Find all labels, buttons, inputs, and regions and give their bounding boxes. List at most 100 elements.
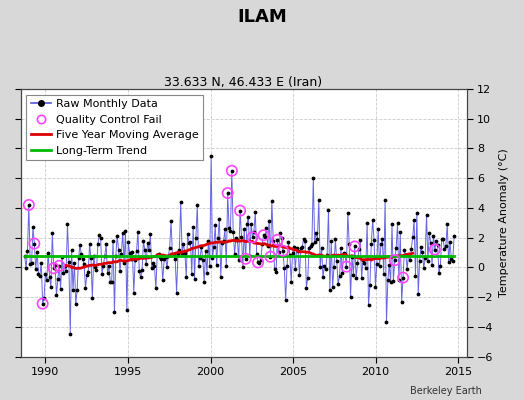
- Point: [30, 240, 39, 247]
- Point: [312, 230, 320, 236]
- Point: [188, 270, 196, 277]
- Point: [124, 238, 133, 245]
- Point: [322, 265, 330, 272]
- Point: [127, 256, 135, 263]
- Point: [171, 256, 179, 262]
- Point: [114, 246, 123, 253]
- Point: [223, 190, 232, 196]
- Point: [344, 210, 352, 216]
- Point: [370, 236, 378, 243]
- Point: [379, 270, 388, 277]
- Point: [227, 168, 236, 174]
- Point: [57, 286, 65, 292]
- Point: [58, 254, 66, 260]
- Point: [385, 262, 394, 268]
- Text: ILAM: ILAM: [237, 8, 287, 26]
- Point: [428, 261, 436, 268]
- Point: [40, 295, 48, 302]
- Point: [99, 263, 107, 269]
- Point: [316, 264, 324, 271]
- Point: [305, 244, 313, 251]
- Point: [446, 239, 454, 245]
- Point: [98, 271, 106, 277]
- Point: [181, 249, 189, 256]
- Point: [331, 236, 340, 242]
- Point: [276, 230, 285, 236]
- Point: [37, 259, 46, 266]
- Text: Berkeley Earth: Berkeley Earth: [410, 386, 482, 396]
- Point: [211, 222, 220, 228]
- Point: [200, 279, 209, 285]
- Point: [265, 218, 274, 224]
- Point: [356, 237, 364, 243]
- Point: [38, 300, 47, 307]
- Point: [47, 284, 55, 290]
- Point: [136, 274, 145, 280]
- Point: [240, 226, 248, 232]
- Point: [189, 224, 198, 230]
- Point: [342, 264, 351, 270]
- Point: [20, 253, 29, 260]
- Point: [399, 274, 407, 281]
- Point: [123, 307, 131, 314]
- Point: [192, 234, 200, 241]
- Point: [170, 250, 178, 257]
- Point: [102, 241, 111, 248]
- Point: [374, 226, 383, 232]
- Point: [403, 266, 411, 272]
- Point: [432, 238, 440, 244]
- Point: [204, 238, 213, 245]
- Point: [107, 278, 116, 285]
- Point: [394, 220, 402, 226]
- Point: [159, 277, 167, 283]
- Point: [190, 275, 199, 282]
- Point: [29, 224, 37, 230]
- Point: [431, 246, 439, 253]
- Point: [177, 199, 185, 205]
- Point: [160, 256, 168, 262]
- Point: [76, 242, 84, 248]
- Point: [134, 228, 142, 235]
- Point: [407, 245, 416, 252]
- Point: [196, 255, 204, 261]
- Point: [25, 202, 33, 208]
- Point: [319, 274, 327, 280]
- Point: [131, 257, 139, 263]
- Point: [351, 243, 359, 250]
- Point: [335, 273, 344, 280]
- Point: [201, 248, 210, 254]
- Point: [283, 262, 291, 269]
- Point: [27, 260, 36, 266]
- Point: [324, 207, 333, 214]
- Point: [367, 241, 376, 247]
- Point: [139, 238, 148, 244]
- Point: [255, 260, 264, 266]
- Point: [287, 279, 296, 285]
- Point: [275, 249, 283, 255]
- Point: [199, 257, 207, 263]
- Point: [140, 247, 149, 253]
- Point: [395, 277, 403, 284]
- Point: [351, 243, 359, 250]
- Point: [157, 256, 166, 262]
- Point: [363, 220, 372, 226]
- Point: [438, 235, 446, 242]
- Point: [405, 250, 413, 257]
- Point: [84, 269, 92, 276]
- Point: [313, 235, 322, 242]
- Point: [248, 234, 257, 240]
- Point: [203, 270, 211, 276]
- Point: [46, 273, 54, 280]
- Point: [296, 272, 304, 278]
- Point: [22, 265, 30, 271]
- Point: [327, 238, 335, 244]
- Legend: Raw Monthly Data, Quality Control Fail, Five Year Moving Average, Long-Term Tren: Raw Monthly Data, Quality Control Fail, …: [26, 94, 203, 160]
- Point: [377, 241, 385, 247]
- Point: [66, 331, 74, 338]
- Point: [209, 255, 217, 261]
- Point: [291, 266, 300, 273]
- Point: [52, 292, 61, 299]
- Point: [450, 232, 458, 239]
- Point: [264, 243, 272, 250]
- Point: [146, 231, 155, 238]
